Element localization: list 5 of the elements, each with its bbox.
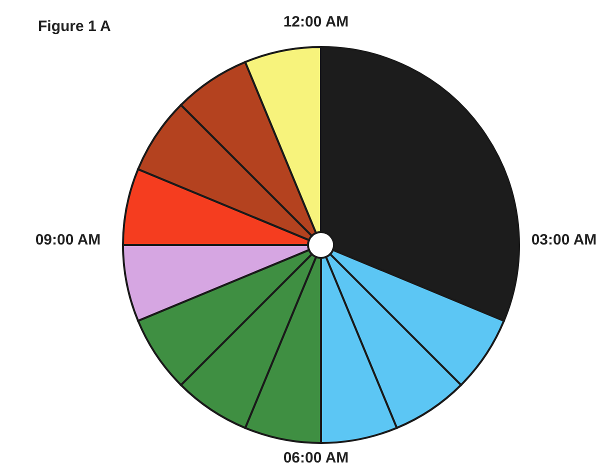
- text: 06:00 AM: [283, 450, 349, 466]
- text: 12:00 AM: [283, 14, 349, 30]
- chart-title: Figure 1 A: [38, 18, 111, 35]
- text: 03:00 AM: [531, 232, 597, 248]
- text: 09:00 AM: [35, 232, 101, 248]
